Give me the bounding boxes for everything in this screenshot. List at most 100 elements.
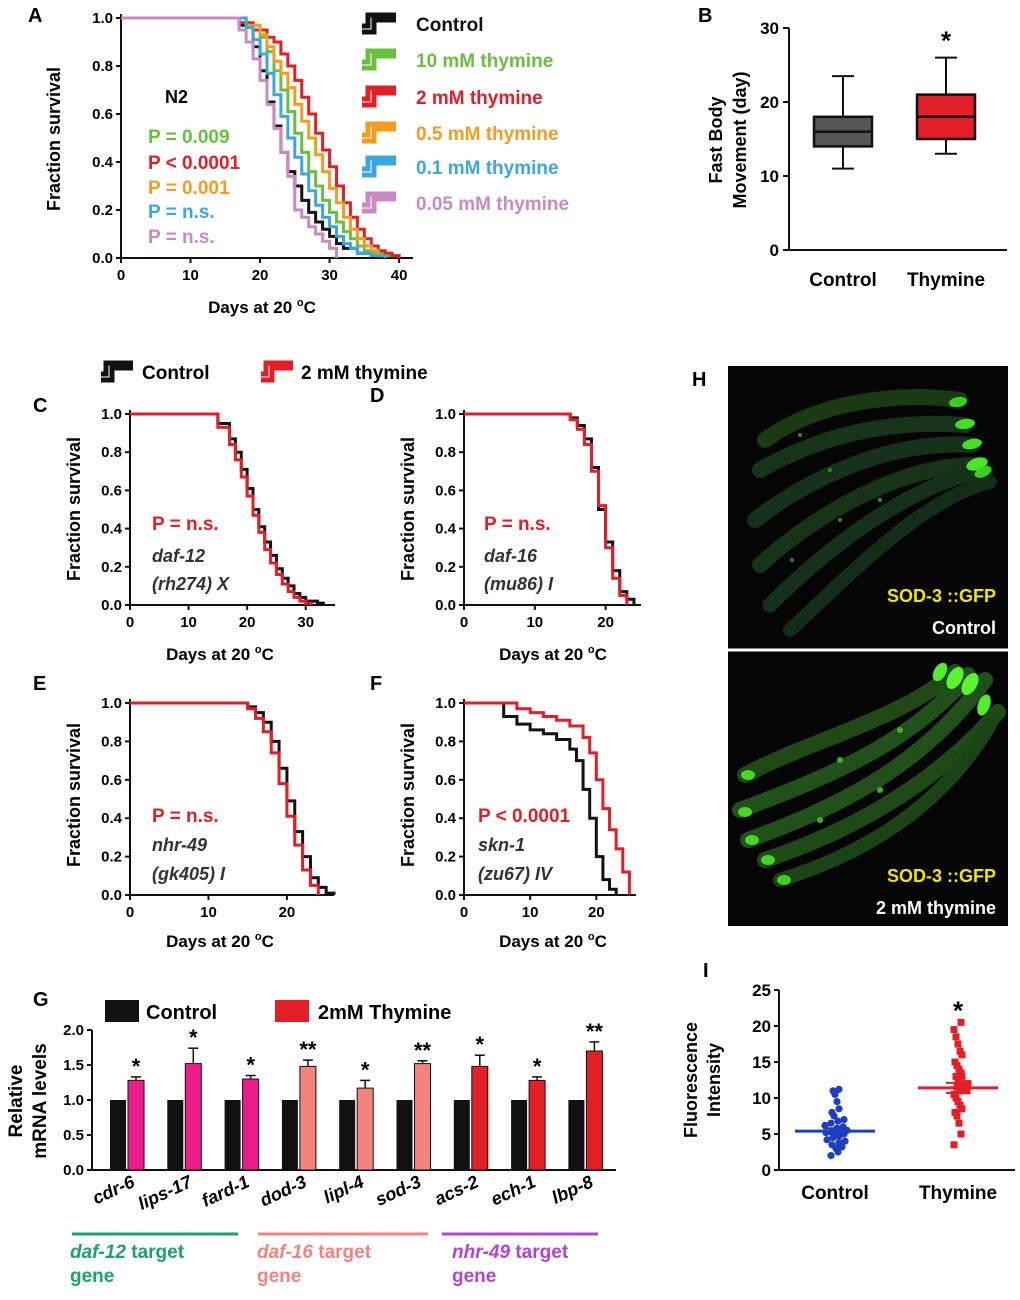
panel-g-gene-label: sod-3 — [372, 1171, 424, 1209]
panel-f-y-tick-label: 1.0 — [435, 695, 456, 712]
legend-swatch-0-5-mm-thymine — [362, 121, 396, 144]
panel-i-point-thymine — [950, 1141, 958, 1149]
panel-e-y-tick-label: 1.0 — [101, 695, 122, 712]
panel-g-bar-control — [453, 1100, 470, 1170]
panel-b-y-tick-label: 0 — [770, 241, 779, 260]
panel-i-point-thymine — [956, 1101, 964, 1109]
panel-i-y-tick-label: 15 — [752, 1053, 771, 1072]
panel-a-y-tick-label: 0.2 — [92, 202, 113, 219]
control-reporter-label: SOD-3 ::GFP — [887, 586, 996, 606]
panel-c-pvalue: P = n.s. — [152, 514, 219, 535]
panel-g-significance: * — [361, 1057, 370, 1082]
panel-a-y-tick-label: 0.0 — [92, 250, 113, 267]
panel-i-point-thymine — [952, 1072, 960, 1080]
panel-f-allele: (zu67) IV — [478, 864, 554, 884]
panel-d-ylabel: Fraction survival — [398, 437, 418, 581]
panel-f-series-control — [464, 701, 618, 895]
daf12-group-label-line2: gene — [70, 1266, 114, 1287]
panel-d-y-tick-label: 0.2 — [435, 559, 456, 576]
panel-g-bar-thymine — [356, 1087, 374, 1171]
panel-g-bar-thymine — [242, 1078, 260, 1171]
panel-g-significance: ** — [299, 1037, 317, 1062]
panel-a-legend: Control 10 mM thymine 2 mM thymine 0.5 mM t… — [362, 12, 569, 215]
legend-label-0-5-mm-thymine: 0.5 mM thymine — [416, 124, 559, 145]
control-worms-image — [747, 389, 997, 637]
panel-i-point-control — [828, 1108, 836, 1116]
panel-g-y-tick-label: 1.0 — [63, 1092, 84, 1109]
panel-i-y-tick-label: 0 — [762, 1161, 771, 1180]
panel-d-x-tick-label: 10 — [526, 614, 543, 631]
panel-a-series-0-5-mm-thymine — [121, 16, 387, 258]
panel-g-bar-control — [167, 1100, 184, 1170]
panel-f-x-tick-label: 20 — [588, 904, 605, 921]
panel-g-y-tick-label: 1.5 — [63, 1057, 84, 1074]
panel-e-y-tick-label: 0.2 — [101, 849, 122, 866]
panel-c-xlabel: Days at 20 oC — [166, 644, 274, 664]
panel-g-gene-label: lipl-4 — [320, 1171, 367, 1207]
panel-f-plot: 0.0 0.2 0.4 0.6 0.8 1.0 0 10 20 — [435, 695, 636, 921]
panel-e-x-tick-label: 10 — [200, 904, 217, 921]
panel-f-ylabel: Fraction survival — [398, 723, 418, 867]
panel-i-point-control — [829, 1134, 837, 1142]
panel-g-bar-control — [224, 1100, 241, 1170]
panel-b-ylabel-line2: Movement (day) — [730, 71, 750, 208]
panel-i-point-thymine — [953, 1112, 961, 1120]
panel-i-point-thymine — [956, 1047, 964, 1055]
panel-i-point-control — [821, 1121, 829, 1129]
panel-a-pvalue-005mm: P = n.s. — [148, 227, 215, 248]
cf-legend: Control 2 mM thymine — [101, 360, 428, 384]
panel-a-xlabel: Days at 20 oC — [208, 297, 316, 317]
panel-g-bar-control — [110, 1100, 126, 1170]
cf-legend-control-swatch — [101, 360, 133, 383]
panel-f-series-2-mm-thymine — [464, 701, 631, 895]
panel-i-point-control — [835, 1139, 843, 1147]
panel-b-plot: 0 10 20 30 Control Thymine * — [760, 19, 1007, 291]
panel-f-xlabel: Days at 20 oC — [499, 931, 607, 951]
legend-label-0-05-mm-thymine: 0.05 mM thymine — [416, 194, 569, 215]
panel-c-series-2-mm-thymine — [130, 412, 314, 605]
panel-d-xlabel: Days at 20 oC — [499, 644, 607, 664]
panel-i-category-label: Control — [801, 1183, 869, 1204]
panel-c-y-tick-label: 0.6 — [101, 482, 122, 499]
panel-d-gene: daf-16 — [484, 546, 538, 566]
panel-i-point-thymine — [951, 1058, 959, 1066]
panel-a-strain: N2 — [165, 87, 188, 107]
panel-g-bar-control — [281, 1100, 298, 1170]
panel-a-pvalue-05mm: P = 0.001 — [148, 178, 230, 199]
panel-d-y-tick-label: 0.6 — [435, 482, 456, 499]
panel-b-y-tick-label: 20 — [760, 93, 779, 112]
panel-a-x-tick-label: 20 — [252, 267, 269, 284]
panel-g-gene-label: lips-17 — [135, 1171, 196, 1214]
panel-e-x-tick-label: 20 — [279, 904, 296, 921]
panel-i-y-tick-label: 10 — [752, 1089, 771, 1108]
legend-label-0-1-mm-thymine: 0.1 mM thymine — [416, 158, 559, 179]
panel-c-y-tick-label: 1.0 — [101, 406, 122, 423]
panel-b-y-tick-label: 30 — [760, 19, 779, 38]
panel-f-y-tick-label: 0.0 — [435, 887, 456, 904]
panel-i-point-thymine — [950, 1090, 958, 1098]
panel-i-point-control — [840, 1116, 848, 1124]
panel-a-y-tick-label: 0.8 — [92, 58, 113, 75]
panel-d-x-tick-label: 20 — [597, 614, 614, 631]
panel-i-plot: 0 5 10 15 20 25 Control Thymine * — [752, 981, 1015, 1204]
panel-a-x-tick-label: 0 — [117, 267, 125, 284]
panel-i-point-thymine — [952, 1094, 960, 1102]
panel-c-y-tick-label: 0.8 — [101, 444, 122, 461]
panel-c-y-tick-label: 0.2 — [101, 559, 122, 576]
panel-e-plot: 0.0 0.2 0.4 0.6 0.8 1.0 0 10 20 — [101, 695, 336, 921]
daf16-group-label: daf-16 target — [257, 1242, 372, 1263]
panel-c-allele: (rh274) X — [152, 574, 230, 594]
panel-label-f: F — [370, 673, 382, 695]
panel-a-series-2-mm-thymine — [121, 16, 401, 258]
panel-i-point-thymine — [952, 1033, 960, 1041]
panel-g-y-tick-label: 2.0 — [63, 1022, 84, 1039]
cf-legend-control-label: Control — [142, 363, 210, 384]
panel-b-category-label: Control — [809, 270, 877, 291]
panel-g-significance: * — [189, 1025, 198, 1050]
panel-a-y-tick-label: 0.4 — [92, 154, 114, 171]
panel-i-category-label: Thymine — [919, 1183, 997, 1204]
panel-g-significance: * — [476, 1032, 485, 1057]
panel-g-significance: * — [533, 1054, 542, 1079]
panel-g-bar-thymine — [414, 1063, 431, 1171]
panel-g-bar-control — [339, 1100, 356, 1170]
